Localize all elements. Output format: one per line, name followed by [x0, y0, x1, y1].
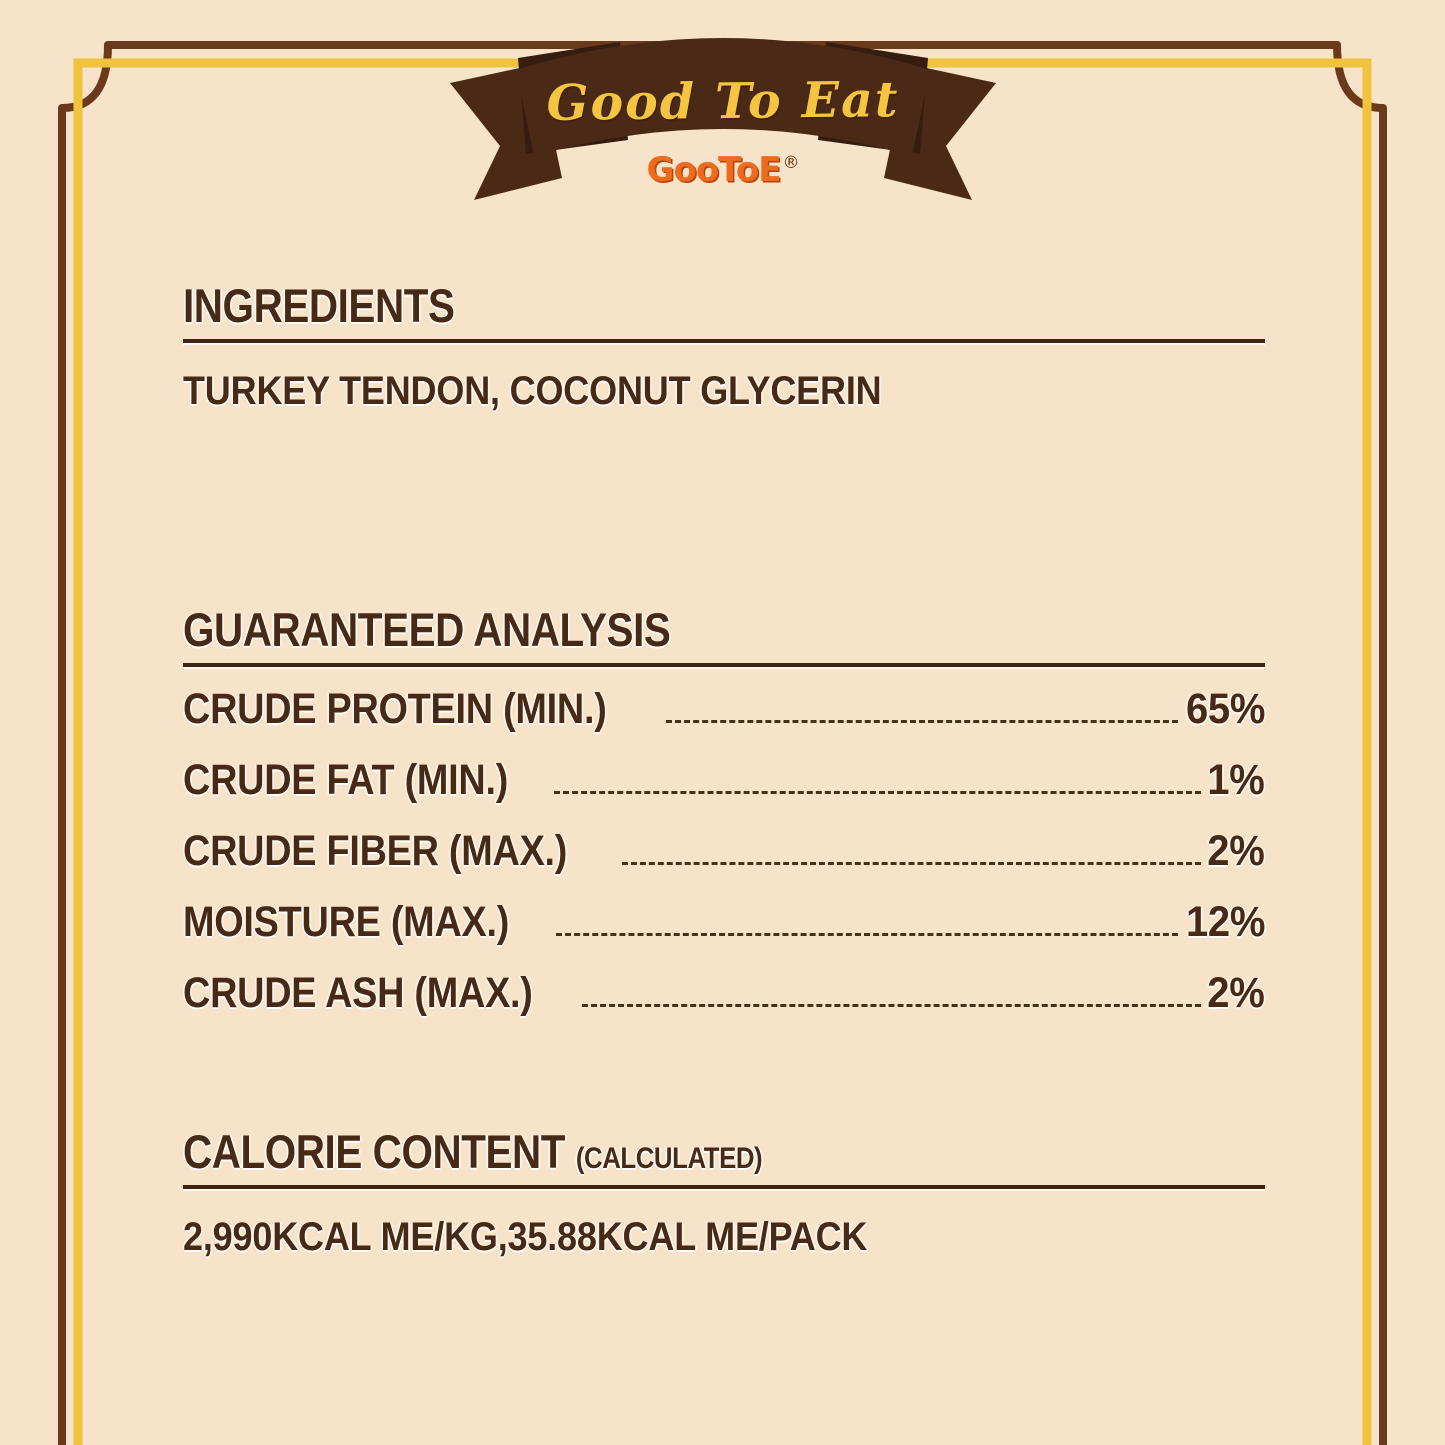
brand-logo-text: GooToE: [646, 150, 782, 190]
analysis-row: CRUDE ASH (MAX.) 2%: [183, 969, 1265, 1018]
frame-outer-corner-top-left: [58, 41, 112, 112]
analysis-row-label: CRUDE ASH (MAX.): [183, 968, 533, 1017]
ingredients-text: TURKEY TENDON, COCONUT GLYCERIN: [183, 368, 882, 413]
calorie-content-text: 2,990KCAL ME/KG,35.88KCAL ME/PACK: [183, 1214, 868, 1259]
analysis-row-label: CRUDE FAT (MIN.): [183, 755, 509, 804]
ingredients-heading: INGREDIENTS: [183, 279, 455, 332]
analysis-row-label: CRUDE PROTEIN (MIN.): [183, 684, 607, 733]
analysis-row: CRUDE FAT (MIN.) 1%: [183, 756, 1265, 805]
analysis-row-leader: [555, 932, 1178, 936]
analysis-row-label: CRUDE FIBER (MAX.): [183, 826, 568, 875]
analysis-row-value: 2%: [1207, 826, 1266, 875]
analysis-row-value: 65%: [1185, 684, 1265, 733]
calorie-content-heading-main: CALORIE CONTENT: [183, 1124, 566, 1178]
banner-title: Good To Eat: [546, 70, 900, 132]
calorie-content-heading-note: (CALCULATED): [575, 1141, 763, 1175]
registered-trademark-icon: ®: [782, 152, 800, 173]
analysis-row-list: CRUDE PROTEIN (MIN.) 65% CRUDE FAT (MIN.…: [183, 685, 1265, 1018]
calorie-content-heading: CALORIE CONTENT (CALCULATED): [183, 1124, 1114, 1178]
ingredients-section: INGREDIENTS TURKEY TENDON, COCONUT GLYCE…: [183, 279, 1265, 414]
calorie-content-section: CALORIE CONTENT (CALCULATED) 2,990KCAL M…: [183, 1124, 1265, 1260]
analysis-row: CRUDE PROTEIN (MIN.) 65%: [183, 685, 1265, 734]
brand-ribbon-banner: Good To Eat GooToE ®: [442, 28, 1004, 208]
label-content: INGREDIENTS TURKEY TENDON, COCONUT GLYCE…: [183, 279, 1265, 1260]
analysis-row-leader: [621, 861, 1202, 865]
guaranteed-analysis-divider: [183, 662, 1265, 667]
ribbon-main-band: [516, 38, 930, 156]
frame-outer-corner-top-right: [1333, 41, 1387, 112]
guaranteed-analysis-section: GUARANTEED ANALYSIS CRUDE PROTEIN (MIN.)…: [183, 602, 1265, 1018]
analysis-row-value: 1%: [1207, 755, 1266, 804]
analysis-row-leader: [666, 719, 1178, 723]
spacer-ingredients: [183, 414, 1265, 606]
analysis-row: MOISTURE (MAX.) 12%: [183, 898, 1265, 947]
analysis-row-value: 2%: [1207, 968, 1266, 1017]
guaranteed-analysis-heading: GUARANTEED ANALYSIS: [183, 602, 671, 656]
ingredients-divider: [183, 338, 1265, 343]
analysis-row-value: 12%: [1185, 897, 1265, 946]
spacer-analysis: [183, 1018, 1265, 1128]
brand-logo: GooToE ®: [442, 150, 1004, 190]
analysis-row-label: MOISTURE (MAX.): [183, 897, 510, 946]
analysis-row-leader: [582, 1003, 1202, 1007]
calorie-content-divider: [183, 1184, 1265, 1189]
analysis-row-leader: [554, 790, 1202, 794]
analysis-row: CRUDE FIBER (MAX.) 2%: [183, 827, 1265, 876]
